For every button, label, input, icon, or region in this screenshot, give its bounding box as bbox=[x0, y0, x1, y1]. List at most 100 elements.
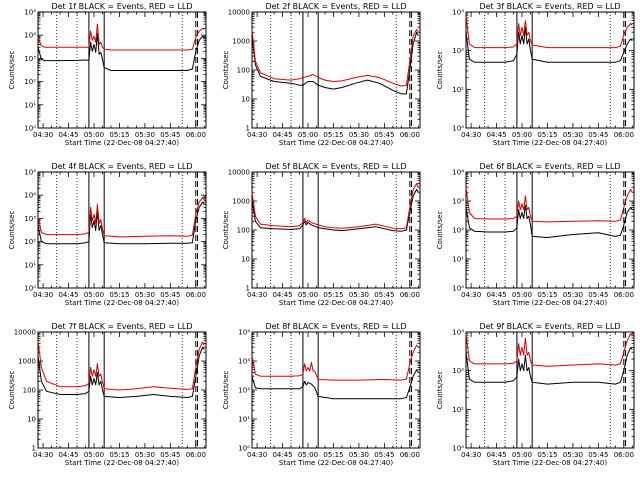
y-tick-label: 1 bbox=[32, 445, 36, 453]
y-tick-label: 10¹ bbox=[452, 406, 464, 414]
lld-series-line bbox=[465, 187, 633, 223]
panel-2: Det 2f BLACK = Events, RED = LLD 1 10 100 10… bbox=[222, 2, 421, 147]
x-tick-label: 05:45 bbox=[588, 451, 608, 459]
x-tick-label: 05:15 bbox=[537, 131, 557, 139]
x-tick-label: 05:45 bbox=[160, 291, 180, 299]
y-tick-label: 1000 bbox=[18, 358, 36, 366]
y-tick-label: 10¹ bbox=[452, 86, 464, 94]
panel-6: Det 6f BLACK = Events, RED = LLD 10⁰ 10¹ 10… bbox=[436, 162, 635, 307]
events-series-line bbox=[37, 201, 205, 245]
plot-frame bbox=[465, 11, 635, 129]
x-tick-label: 06:00 bbox=[186, 131, 206, 139]
x-tick-label: 06:00 bbox=[614, 291, 634, 299]
y-tick-label: 10³ bbox=[452, 198, 464, 206]
events-series-line bbox=[465, 26, 633, 63]
events-series-line bbox=[251, 31, 419, 95]
x-tick-label: 06:00 bbox=[400, 131, 420, 139]
y-tick-label: 10³ bbox=[452, 9, 464, 17]
y-tick-label: 10¹ bbox=[24, 261, 36, 269]
x-tick-label: 05:00 bbox=[512, 131, 532, 139]
x-tick-label: 05:00 bbox=[84, 291, 104, 299]
y-tick-label: 10⁰ bbox=[452, 125, 464, 133]
y-tick-label: 10³ bbox=[24, 55, 36, 63]
x-tick-label: 06:00 bbox=[400, 451, 420, 459]
x-tick-label: 05:00 bbox=[298, 451, 318, 459]
events-series-line bbox=[465, 205, 633, 238]
panel-title: Det 3f BLACK = Events, RED = LLD bbox=[479, 2, 620, 11]
y-tick-label: 10¹ bbox=[24, 101, 36, 109]
x-tick-label: 04:45 bbox=[486, 291, 506, 299]
panel-title: Det 7f BLACK = Events, RED = LLD bbox=[51, 322, 192, 331]
x-tick-label: 04:45 bbox=[58, 291, 78, 299]
x-tick-label: 04:45 bbox=[486, 451, 506, 459]
y-tick-label: 10² bbox=[24, 238, 36, 246]
x-tick-label: 05:45 bbox=[160, 451, 180, 459]
x-axis-title: Start Time (22-Dec-08 04:27:40) bbox=[279, 139, 393, 147]
panel-title: Det 8f BLACK = Events, RED = LLD bbox=[265, 322, 406, 331]
panel-7: Det 7f BLACK = Events, RED = LLD 1 10 100 10… bbox=[8, 322, 207, 467]
y-tick-label: 10⁰ bbox=[24, 285, 36, 293]
panel-title: Det 1f BLACK = Events, RED = LLD bbox=[51, 2, 192, 11]
x-axis-title: Start Time (22-Dec-08 04:27:40) bbox=[279, 459, 393, 467]
y-axis-title: Counts/sec bbox=[436, 211, 444, 250]
x-tick-label: 04:45 bbox=[486, 131, 506, 139]
panel-3: Det 3f BLACK = Events, RED = LLD 10⁰ 10¹ 10… bbox=[436, 2, 635, 147]
x-axis-title: Start Time (22-Dec-08 04:27:40) bbox=[493, 459, 607, 467]
lld-series-line bbox=[251, 29, 419, 87]
y-axis-title: Counts/sec bbox=[8, 211, 16, 250]
y-tick-label: 10000 bbox=[228, 169, 250, 177]
y-tick-label: 10 bbox=[27, 416, 36, 424]
panel-8: Det 8f BLACK = Events, RED = LLD 10⁰ 10¹ 10… bbox=[222, 322, 421, 467]
x-axis-title: Start Time (22-Dec-08 04:27:40) bbox=[65, 459, 179, 467]
x-axis-title: Start Time (22-Dec-08 04:27:40) bbox=[493, 299, 607, 307]
panel-4: Det 4f BLACK = Events, RED = LLD 10⁰ 10¹ 10… bbox=[8, 162, 207, 307]
plot-frame bbox=[37, 11, 207, 129]
y-tick-label: 10² bbox=[452, 367, 464, 375]
x-tick-label: 05:15 bbox=[109, 451, 129, 459]
x-tick-label: 05:45 bbox=[588, 131, 608, 139]
y-tick-label: 100 bbox=[23, 387, 36, 395]
x-tick-label: 04:45 bbox=[272, 131, 292, 139]
x-tick-label: 04:30 bbox=[33, 451, 53, 459]
x-tick-label: 05:00 bbox=[84, 451, 104, 459]
x-tick-label: 05:30 bbox=[563, 291, 583, 299]
y-tick-label: 1000 bbox=[232, 198, 250, 206]
x-tick-label: 06:00 bbox=[614, 131, 634, 139]
x-tick-label: 05:30 bbox=[349, 291, 369, 299]
events-series-line bbox=[37, 32, 205, 71]
x-tick-label: 05:30 bbox=[563, 131, 583, 139]
y-tick-label: 10³ bbox=[452, 329, 464, 337]
x-tick-label: 05:30 bbox=[563, 451, 583, 459]
x-tick-label: 06:00 bbox=[186, 291, 206, 299]
y-tick-label: 10⁰ bbox=[24, 125, 36, 133]
events-series-line bbox=[251, 369, 419, 400]
x-tick-label: 04:30 bbox=[33, 291, 53, 299]
panel-title: Det 2f BLACK = Events, RED = LLD bbox=[265, 2, 406, 11]
y-axis-title: Counts/sec bbox=[222, 371, 230, 410]
x-tick-label: 04:30 bbox=[247, 451, 267, 459]
y-tick-label: 10 bbox=[241, 96, 250, 104]
x-tick-label: 05:15 bbox=[323, 291, 343, 299]
y-axis-title: Counts/sec bbox=[222, 211, 230, 250]
y-tick-label: 10⁰ bbox=[238, 445, 250, 453]
x-tick-label: 05:45 bbox=[374, 451, 394, 459]
y-axis-title: Counts/sec bbox=[436, 51, 444, 90]
lld-series-line bbox=[251, 344, 419, 381]
panel-title: Det 5f BLACK = Events, RED = LLD bbox=[265, 162, 406, 171]
x-tick-label: 05:00 bbox=[298, 131, 318, 139]
y-tick-label: 10² bbox=[238, 387, 250, 395]
lld-series-line bbox=[251, 183, 419, 230]
panel-title: Det 6f BLACK = Events, RED = LLD bbox=[479, 162, 620, 171]
x-tick-label: 06:00 bbox=[400, 291, 420, 299]
y-tick-label: 1 bbox=[246, 125, 250, 133]
panel-9: Det 9f BLACK = Events, RED = LLD 10⁰ 10¹ 10… bbox=[436, 322, 635, 467]
plot-frame bbox=[37, 171, 207, 289]
x-axis-title: Start Time (22-Dec-08 04:27:40) bbox=[65, 139, 179, 147]
plot-frame bbox=[465, 331, 635, 449]
y-tick-label: 10⁴ bbox=[24, 32, 36, 40]
y-tick-label: 1000 bbox=[232, 38, 250, 46]
x-tick-label: 05:15 bbox=[323, 451, 343, 459]
y-axis-title: Counts/sec bbox=[8, 371, 16, 410]
y-tick-label: 10² bbox=[24, 78, 36, 86]
